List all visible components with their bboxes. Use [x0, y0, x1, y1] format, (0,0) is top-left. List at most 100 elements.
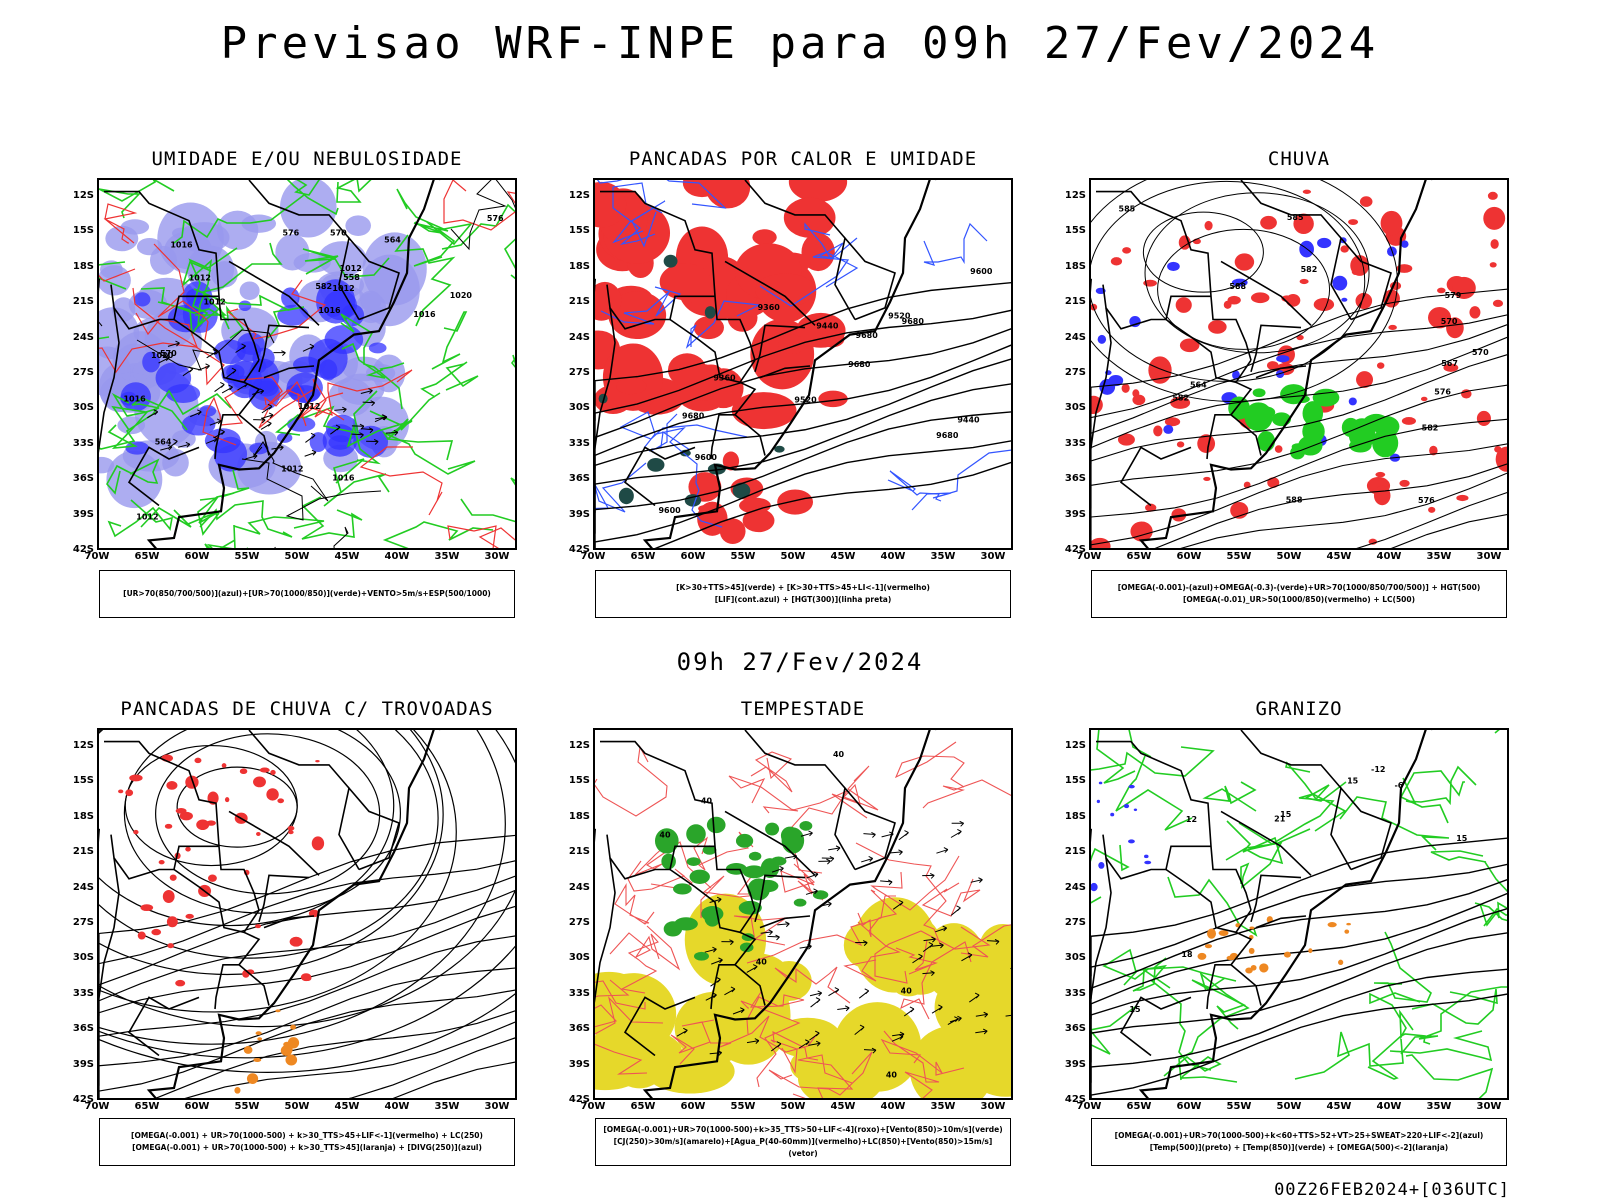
panel-2-contour-label: 9680 [902, 317, 925, 326]
panel-2-lon-tick: 60W [680, 551, 706, 562]
panel-6-lon-tick: 30W [1476, 1101, 1502, 1112]
panel-1-contour-label: 564 [384, 235, 401, 244]
panel-2-lat-tick: 15S [568, 225, 590, 237]
panel-1-lat-tick: 39S [72, 508, 94, 520]
panel-4-lon-tick: 40W [384, 1101, 410, 1112]
panel-5-lon-tick: 40W [880, 1101, 906, 1112]
wind850-vectors [676, 820, 1011, 1056]
panel-3-lon-tick: 45W [1326, 551, 1352, 562]
panel-6-lat-tick: 33S [1064, 987, 1086, 999]
panel-2-contour-label: 9680 [936, 431, 959, 440]
panel-1-contour-label: 1020 [151, 351, 174, 360]
panel-4-lon-tick: 55W [234, 1101, 260, 1112]
panel-2-lon-tick: 45W [830, 551, 856, 562]
panel-2-contour-label: 9360 [758, 303, 781, 312]
panel-1-plot: 1012 1012 1016 1016 1016 1020 1012 1012 1016 1012… [99, 180, 515, 548]
panel-1-lon-tick: 35W [434, 551, 460, 562]
panel-5-lon-tick: 60W [680, 1101, 706, 1112]
temp500-black-contours [1091, 837, 1507, 1098]
panel-1-contour-label: 1016 [170, 240, 193, 249]
run-footer: 00Z26FEB2024+[036UTC] [1274, 1180, 1510, 1200]
panel-1-lon-tick: 40W [384, 551, 410, 562]
panel-5-geography [595, 730, 937, 1098]
panel-5-legend: [OMEGA(-0.001)+UR>70(1000-500)+k>35_TTS>… [595, 1118, 1011, 1166]
panel-6-legend-line: [Temp(500)](preto) + [Temp(850)](verde) … [1149, 1143, 1449, 1152]
omega500-orange-fill [1197, 916, 1351, 974]
storm-orange-fill [234, 1009, 300, 1094]
panel-3-title: CHUVA [1267, 148, 1331, 170]
panel-1-contour-label: 570 [160, 349, 177, 358]
thunder-teal-fill [598, 254, 785, 507]
panel-1-contour-label: 1012 [332, 284, 354, 293]
panel-4-lat-tick: 36S [72, 1023, 94, 1035]
panel-2-lat-tick: 33S [568, 437, 590, 449]
panel-3-contour-label: 576 [1434, 387, 1451, 396]
panel-2-contour-label: 9600 [658, 506, 681, 515]
panel-6-lat-tick: 39S [1064, 1058, 1086, 1070]
panel-3-lat-tick: 24S [1064, 331, 1086, 343]
panel-6-contour-label: 21 [1274, 815, 1286, 824]
panel-3-contour-label: 579 [1445, 291, 1462, 300]
panel-1-contour-label: 1016 [413, 310, 436, 319]
panel-6-lon-tick: 65W [1126, 1101, 1152, 1112]
panel-4-lat-tick: 21S [72, 846, 94, 858]
lif-blue-contours [595, 180, 1011, 528]
panel-1-lat-tick: 30S [72, 402, 94, 414]
panel-6-lat-tick: 18S [1064, 810, 1086, 822]
panel-2-contour-label: 9600 [970, 267, 993, 276]
panel-6-lon-tick: 50W [1276, 1101, 1302, 1112]
panel-6-contour-label: -6 [1394, 781, 1403, 790]
panel-1-contour-label: 1012 [281, 465, 303, 474]
panel-1-lon-tick: 30W [484, 551, 510, 562]
panel-4-lat-tick: 30S [72, 952, 94, 964]
panel-4-lon-tick: 30W [484, 1101, 510, 1112]
panel-4-lon-tick: 65W [134, 1101, 160, 1112]
rain-blue-fill [1095, 237, 1409, 462]
panel-3-lon-tick: 50W [1276, 551, 1302, 562]
panel-3-lat-tick: 27S [1064, 367, 1086, 378]
panel-1-contour-label: 1012 [340, 264, 362, 273]
panel-4-lon-tick: 45W [334, 1101, 360, 1112]
panel-5-lat-tick: 21S [568, 846, 590, 858]
panel-3-lat-tick: 33S [1064, 437, 1086, 449]
panel-3-contour-label: 564 [1190, 381, 1207, 390]
hail-blue-fill [1091, 781, 1152, 892]
panel-4-lat-tick: 24S [72, 881, 94, 893]
panel-5-lat-tick: 30S [568, 952, 590, 964]
panel-2-contour-label: 9600 [695, 453, 718, 462]
panel-2-lon-tick: 55W [730, 551, 756, 562]
thunder-red-fill-south [688, 451, 814, 544]
panel-1-lon-tick: 60W [184, 551, 210, 562]
panel-2-lat-tick: 24S [568, 331, 590, 343]
panel-6-contour-label: 15 [1347, 777, 1359, 786]
panel-1-contour-label: 1012 [136, 513, 158, 522]
panel-1-lat-tick: 33S [72, 437, 94, 449]
temp850-green-contours [1091, 730, 1507, 1098]
panel-4-lat-tick: 33S [72, 987, 94, 999]
panel-5-contour-label: 40 [659, 831, 671, 840]
panel-5-lon-tick: 35W [930, 1101, 956, 1112]
panel-2-lat-tick: 12S [568, 190, 590, 201]
panel-6-lon-tick: 55W [1226, 1101, 1252, 1112]
panel-1-lat-tick: 36S [72, 473, 94, 485]
wind-vectors [147, 340, 399, 460]
panel-1-lon-tick: 70W [84, 551, 110, 562]
panel-6-lat-tick: 42S [1064, 1094, 1086, 1105]
panel-3-lat-tick: 18S [1064, 260, 1086, 272]
panel-1-contour-label: 1012 [189, 274, 211, 283]
panel-6-legend: [OMEGA(-0.001)+UR>70(1000-500)+k<60+TTS>… [1091, 1118, 1507, 1166]
thunder-red-fill [595, 180, 848, 430]
panel-1-lat-tick: 42S [72, 544, 94, 555]
panel-1-lon-tick: 65W [134, 551, 160, 562]
panel-1-lon-tick: 50W [284, 551, 310, 562]
panel-3-contour-label: 588 [1229, 282, 1246, 291]
panel-3-contour-label: 585 [1119, 205, 1136, 214]
panel-6-lat-tick: 21S [1064, 846, 1086, 858]
panel-6-contour-label: -12 [1371, 765, 1385, 774]
mid-title: 09h 27/Fev/2024 [676, 648, 924, 676]
panel-5-legend-line: [CJ(250)>30m/s](amarelo)+[Agua_P(40-60mm… [613, 1137, 993, 1158]
panel-3-contour-label: 582 [1172, 393, 1189, 402]
panel-5-lat-tick: 39S [568, 1058, 590, 1070]
panel-4-map [97, 728, 517, 1100]
panel-1-lon-tick: 55W [234, 551, 260, 562]
